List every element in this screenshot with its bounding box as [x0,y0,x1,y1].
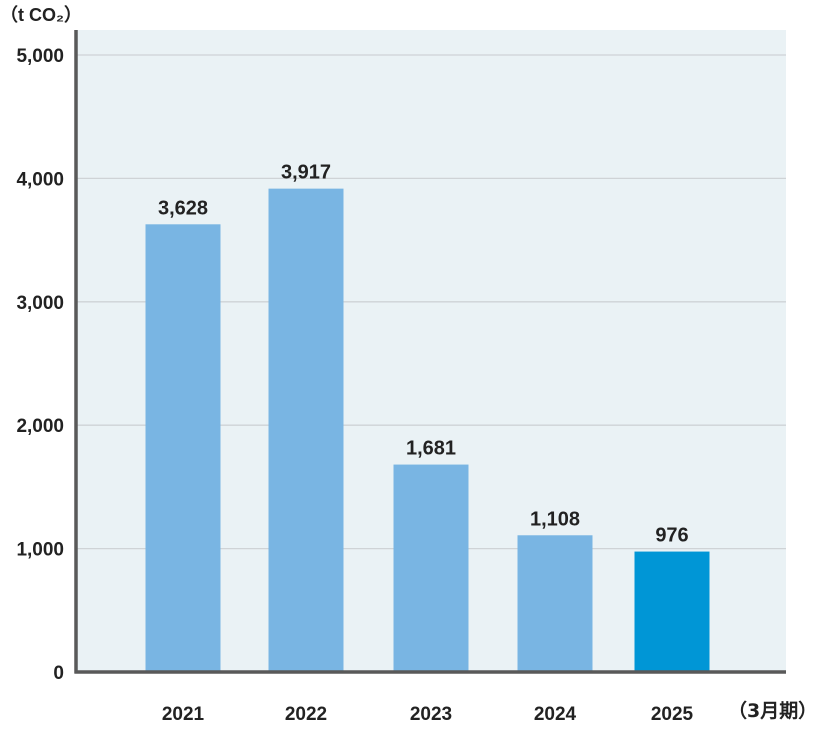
y-tick-label: 4,000 [16,169,64,190]
axes [74,30,786,674]
bar-2023 [393,464,469,672]
y-axis-unit-label: （t CO₂） [0,5,82,25]
x-tick-label: 2021 [162,704,205,725]
y-tick-label: 1,000 [16,540,64,561]
x-tick-label: 2025 [651,704,694,725]
bar-2024 [517,535,593,672]
y-tick-label: 2,000 [16,416,64,437]
x-axis-period-label: （3月期） [728,699,817,722]
y-tick-label: 5,000 [16,46,64,67]
data-label-2024: 1,108 [530,508,580,530]
bars [145,188,710,672]
x-tick-label: 2024 [534,704,577,725]
y-tick-label: 0 [53,663,64,684]
x-tick-label: 2023 [410,704,452,725]
bar-2025 [634,551,710,672]
data-label-2021: 3,628 [158,197,208,219]
y-tick-label: 3,000 [16,293,64,314]
data-label-2025: 976 [655,525,688,547]
bar-2021 [145,224,221,672]
data-label-2022: 3,917 [281,162,331,184]
bar-2022 [268,188,344,672]
labels: 0 1,000 2,000 3,000 4,000 5,000 3,628 2021 3,917… [16,46,693,725]
x-tick-label: 2022 [285,704,327,725]
data-label-2023: 1,681 [406,438,456,460]
